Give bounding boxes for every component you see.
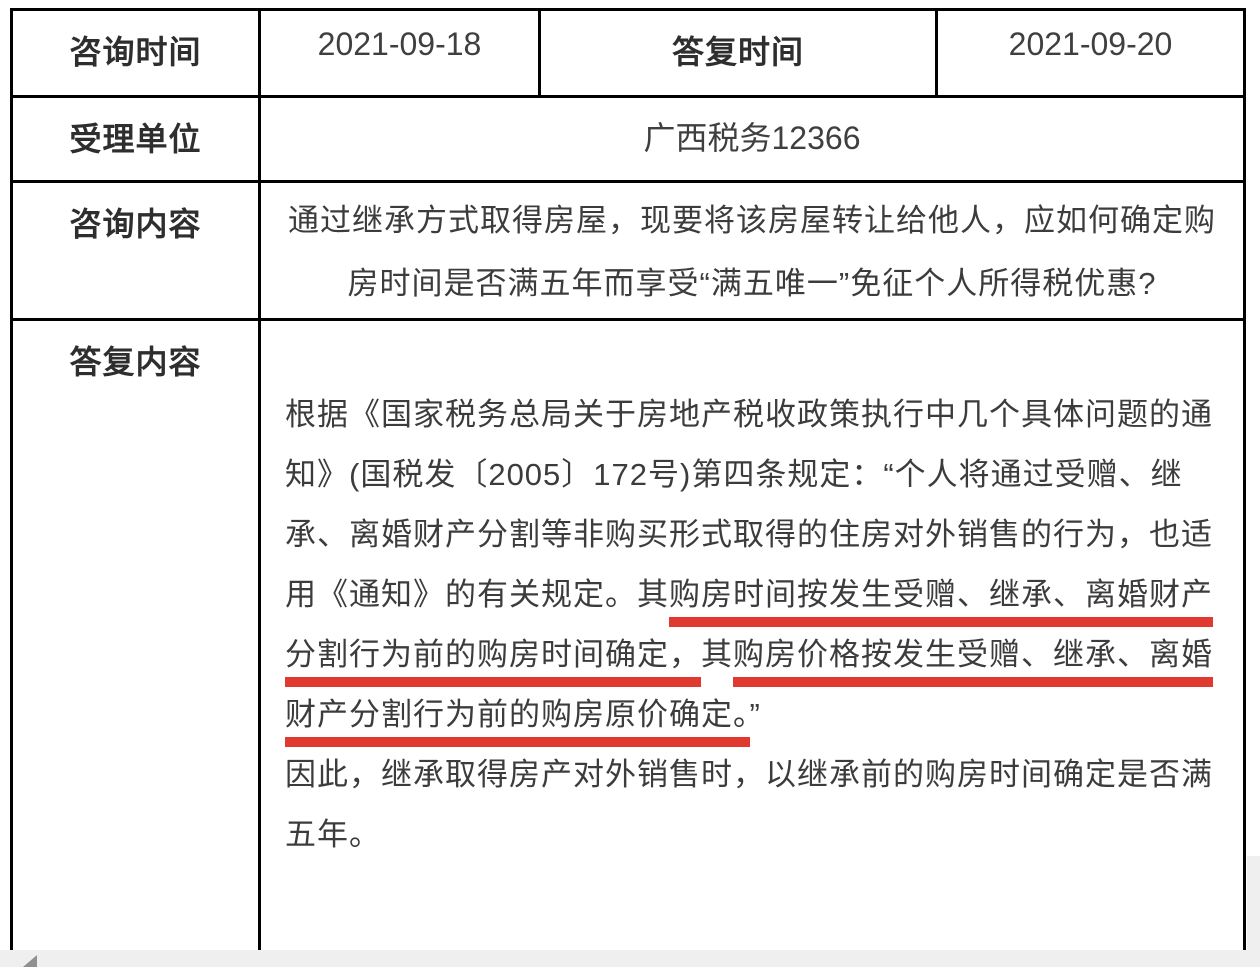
answer-line: 财产分割行为前的购房原价确定。” xyxy=(285,685,1219,747)
question-text: 通过继承方式取得房屋，现要将该房屋转让给他人，应如何确定购 房时间是否满五年而享受… xyxy=(261,183,1243,315)
plain-text: ” xyxy=(749,697,761,732)
reply-time-value: 2021-09-20 xyxy=(935,8,1246,98)
agency-value: 广西税务12366 xyxy=(258,95,1246,183)
page-right-strip xyxy=(1247,856,1260,967)
underlined-text: 购房时间按发生受赠、继承、离婚财产 xyxy=(669,577,1213,627)
consultation-table: 咨询时间 2021-09-18 答复时间 2021-09-20 受理单位 广西税… xyxy=(10,8,1246,953)
answer-line: 根据《国家税务总局关于房地产税收政策执行中几个具体问题的通 xyxy=(285,385,1219,445)
table-row-answer: 答复内容 根据《国家税务总局关于房地产税收政策执行中几个具体问题的通 知》(国税发… xyxy=(10,318,1246,953)
plain-text: 知》(国税发〔2005〕172号)第四条规定：“个人将通过受赠、继 xyxy=(285,457,1183,492)
reply-time-label: 答复时间 xyxy=(538,8,938,98)
underlined-text: 财产分割行为前的购房原价确定。 xyxy=(285,697,750,747)
answer-cell: 根据《国家税务总局关于房地产税收政策执行中几个具体问题的通 知》(国税发〔2005… xyxy=(258,318,1246,953)
answer-line: 因此，继承取得房产对外销售时，以继承前的购房时间确定是否满 xyxy=(285,745,1219,805)
answer-line: 知》(国税发〔2005〕172号)第四条规定：“个人将通过受赠、继 xyxy=(285,445,1219,505)
underlined-text: 购房价格按发生受赠、继承、离婚 xyxy=(733,637,1213,687)
answer-text: 根据《国家税务总局关于房地产税收政策执行中几个具体问题的通 知》(国税发〔2005… xyxy=(261,321,1243,865)
plain-text: 其 xyxy=(701,637,733,672)
consult-time-value: 2021-09-18 xyxy=(258,8,541,98)
answer-label: 答复内容 xyxy=(10,318,261,953)
table-row-times: 咨询时间 2021-09-18 答复时间 2021-09-20 xyxy=(10,8,1246,98)
table-row-agency: 受理单位 广西税务12366 xyxy=(10,95,1246,183)
question-label: 咨询内容 xyxy=(10,180,261,321)
consult-time-label: 咨询时间 xyxy=(10,8,261,98)
plain-text: 因此，继承取得房产对外销售时，以继承前的购房时间确定是否满 xyxy=(285,757,1213,792)
page-bottom-strip xyxy=(0,950,1260,967)
agency-label: 受理单位 xyxy=(10,95,261,183)
answer-line: 承、离婚财产分割等非购买形式取得的住房对外销售的行为，也适 xyxy=(285,505,1219,565)
plain-text: 五年。 xyxy=(285,817,381,852)
plain-text: 用《通知》的有关规定。其 xyxy=(285,577,669,612)
answer-line: 五年。 xyxy=(285,805,1219,865)
underlined-text: 分割行为前的购房时间确定， xyxy=(285,637,701,687)
plain-text: 根据《国家税务总局关于房地产税收政策执行中几个具体问题的通 xyxy=(285,397,1213,432)
question-cell: 通过继承方式取得房屋，现要将该房屋转让给他人，应如何确定购 房时间是否满五年而享受… xyxy=(258,180,1246,321)
question-line: 通过继承方式取得房屋，现要将该房屋转让给他人，应如何确定购 xyxy=(288,203,1216,238)
answer-line: 分割行为前的购房时间确定，其购房价格按发生受赠、继承、离婚 xyxy=(285,625,1219,687)
plain-text: 承、离婚财产分割等非购买形式取得的住房对外销售的行为，也适 xyxy=(285,517,1213,552)
table-row-question: 咨询内容 通过继承方式取得房屋，现要将该房屋转让给他人，应如何确定购 房时间是否满… xyxy=(10,180,1246,321)
answer-line: 用《通知》的有关规定。其购房时间按发生受赠、继承、离婚财产 xyxy=(285,565,1219,627)
question-line: 房时间是否满五年而享受“满五唯一”免征个人所得税优惠? xyxy=(347,266,1157,301)
